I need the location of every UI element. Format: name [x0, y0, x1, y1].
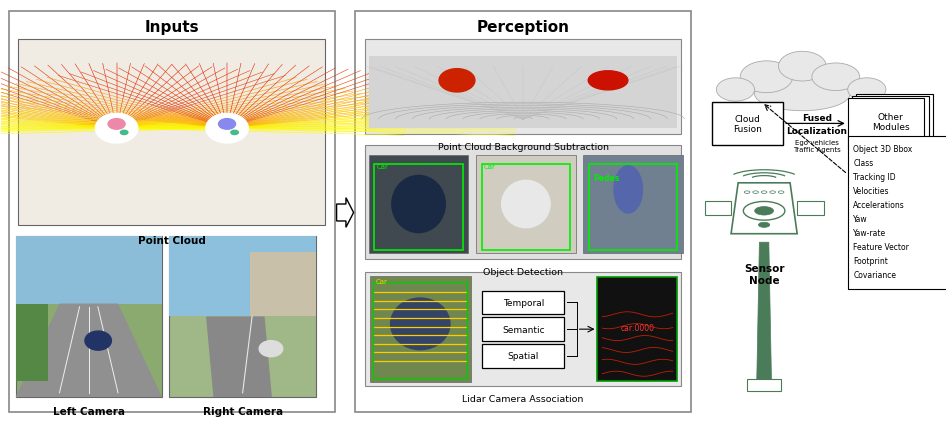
Bar	[373, 283, 467, 378]
Bar	[250, 252, 315, 317]
Bar	[368, 56, 677, 128]
Polygon shape	[705, 201, 731, 216]
Text: Car: Car	[375, 279, 387, 285]
Circle shape	[744, 191, 750, 194]
Bar	[15, 236, 162, 397]
Text: Other
Modules: Other Modules	[872, 112, 909, 132]
Text: Velocities: Velocities	[853, 186, 890, 195]
Ellipse shape	[96, 114, 138, 144]
Bar	[747, 379, 781, 391]
Bar	[482, 165, 570, 250]
Text: Inputs: Inputs	[145, 20, 199, 35]
Bar	[482, 291, 564, 314]
Ellipse shape	[85, 331, 112, 350]
Ellipse shape	[108, 119, 125, 130]
Bar	[482, 344, 564, 368]
Text: car:0000: car:0000	[620, 323, 654, 332]
Ellipse shape	[848, 79, 886, 102]
Bar	[598, 278, 677, 381]
Bar	[856, 95, 933, 146]
Ellipse shape	[588, 72, 628, 91]
Bar	[374, 165, 463, 250]
Text: Lidar Camera Association: Lidar Camera Association	[462, 394, 583, 403]
Bar	[9, 12, 334, 412]
Bar	[170, 236, 315, 317]
Text: Ego vehicles
Traffic Agents: Ego vehicles Traffic Agents	[793, 140, 841, 153]
Bar	[365, 272, 681, 386]
Text: Fused: Fused	[802, 113, 831, 122]
Ellipse shape	[120, 131, 128, 135]
Bar	[583, 156, 683, 253]
Bar	[365, 145, 681, 259]
Text: Cloud
Fusion: Cloud Fusion	[733, 115, 761, 134]
Ellipse shape	[391, 176, 446, 234]
Bar	[15, 236, 162, 304]
Text: Left Camera: Left Camera	[53, 406, 125, 415]
Bar	[369, 276, 471, 382]
Text: Yaw-rate: Yaw-rate	[853, 228, 886, 237]
Ellipse shape	[259, 341, 283, 357]
Bar	[15, 304, 47, 381]
Polygon shape	[206, 317, 272, 397]
Polygon shape	[336, 198, 353, 228]
Text: Point Cloud: Point Cloud	[138, 235, 205, 245]
Bar	[365, 40, 681, 135]
Text: Car: Car	[484, 164, 495, 170]
Text: Sensor
Node: Sensor Node	[743, 264, 784, 285]
Circle shape	[755, 207, 774, 216]
Text: Accelerations: Accelerations	[853, 200, 905, 209]
Text: Right Camera: Right Camera	[203, 406, 283, 415]
Text: Pedes: Pedes	[594, 173, 619, 182]
Ellipse shape	[439, 69, 474, 93]
Ellipse shape	[716, 79, 755, 102]
Text: Localization: Localization	[786, 127, 848, 136]
Text: Feature Vector: Feature Vector	[853, 242, 909, 251]
Circle shape	[753, 191, 759, 194]
Text: Point Cloud Background Subtraction: Point Cloud Background Subtraction	[438, 142, 609, 151]
Ellipse shape	[219, 119, 236, 130]
Text: Class: Class	[853, 158, 874, 167]
Ellipse shape	[741, 62, 793, 93]
Ellipse shape	[614, 166, 643, 214]
Text: Perception: Perception	[476, 20, 569, 35]
Bar	[711, 103, 783, 145]
Text: Semantic: Semantic	[502, 325, 545, 334]
Bar	[852, 97, 929, 147]
Polygon shape	[15, 304, 162, 397]
Text: Temporal: Temporal	[503, 298, 544, 307]
Text: Object Detection: Object Detection	[483, 267, 563, 276]
Circle shape	[761, 191, 767, 194]
Bar	[18, 40, 325, 226]
Text: Footprint: Footprint	[853, 256, 888, 265]
Polygon shape	[797, 201, 824, 216]
Polygon shape	[757, 243, 772, 391]
Ellipse shape	[755, 78, 850, 112]
Bar	[589, 165, 677, 250]
Ellipse shape	[501, 180, 551, 229]
Bar	[355, 12, 690, 412]
Bar	[476, 156, 576, 253]
Bar	[848, 99, 924, 150]
Ellipse shape	[205, 114, 248, 144]
Text: Object 3D Bbox: Object 3D Bbox	[853, 144, 913, 153]
Ellipse shape	[231, 131, 239, 135]
Ellipse shape	[778, 52, 826, 82]
Text: Tracking ID: Tracking ID	[853, 172, 896, 181]
Ellipse shape	[812, 64, 860, 91]
Circle shape	[778, 191, 784, 194]
Bar	[170, 236, 315, 397]
Text: Covariance: Covariance	[853, 270, 897, 279]
Bar	[848, 137, 947, 289]
Polygon shape	[731, 183, 797, 234]
Text: Car: Car	[376, 164, 388, 170]
Bar	[482, 318, 564, 341]
Text: Yaw: Yaw	[853, 214, 868, 223]
Circle shape	[743, 202, 785, 221]
Text: Spatial: Spatial	[508, 351, 539, 360]
Bar	[368, 156, 469, 253]
Circle shape	[759, 223, 770, 228]
Ellipse shape	[390, 298, 451, 351]
Circle shape	[770, 191, 776, 194]
